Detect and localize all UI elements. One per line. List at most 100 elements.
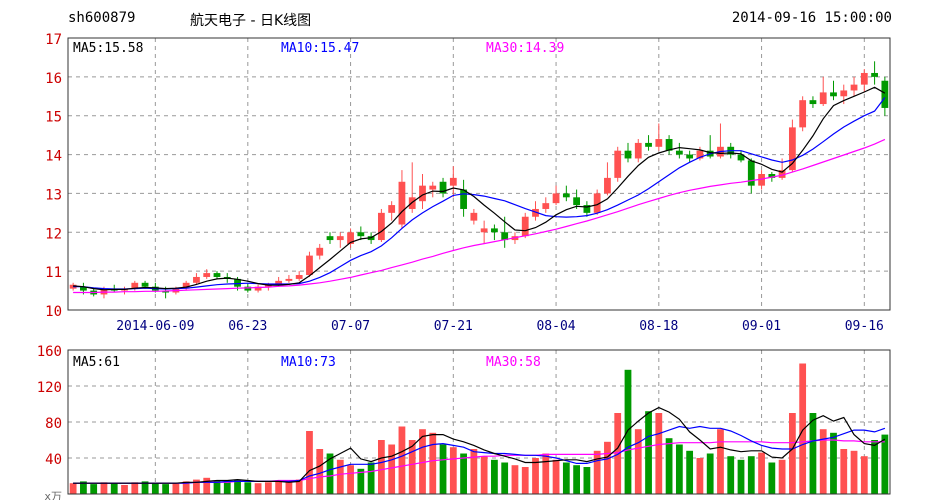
candle-body: [552, 193, 560, 204]
candle-body: [295, 275, 303, 279]
candle-body: [491, 228, 498, 233]
volume-bar: [110, 483, 118, 494]
candle-body: [778, 170, 786, 178]
volume-legend-entry: MA30:58: [486, 355, 541, 370]
volume-bar: [552, 459, 560, 494]
volume-bar: [336, 459, 344, 494]
volume-bar: [788, 413, 796, 494]
volume-bar: [254, 483, 262, 494]
candle-body: [758, 174, 765, 186]
volume-bar: [470, 449, 478, 494]
volume-bar: [727, 456, 735, 494]
candle-body: [131, 282, 139, 289]
volume-bar: [614, 413, 622, 494]
price-tick-label: 12: [45, 226, 62, 242]
candle-body: [881, 80, 889, 108]
candle-body: [254, 286, 262, 291]
date-tick-label: 07-21: [434, 319, 473, 334]
volume-bar: [665, 438, 673, 494]
candle-body: [275, 280, 283, 285]
candle-body: [398, 181, 406, 225]
volume-bar: [480, 456, 488, 494]
candle-body: [850, 84, 858, 91]
axis-labels: 10 11 12 13 14 15 16 17 2014-06-09 06-23 07-07 07-2…: [37, 32, 884, 500]
candle-body: [347, 232, 354, 244]
volume-bar: [151, 483, 159, 494]
candlesticks: [69, 61, 889, 299]
volume-bar: [90, 484, 98, 494]
volume-frame: [67, 349, 891, 495]
volume-bar: [521, 467, 529, 494]
candle-body: [871, 72, 878, 77]
price-tick-label: 10: [45, 304, 62, 320]
volume-bar: [747, 456, 755, 494]
candle-body: [213, 273, 221, 277]
volume-grid: [68, 350, 890, 494]
volume-bar: [408, 440, 416, 494]
volume-bar: [357, 468, 365, 494]
volume-bar: [80, 481, 87, 494]
price-tick-label: 17: [45, 32, 62, 48]
ma30-line: [73, 138, 886, 294]
volume-bar: [69, 483, 77, 494]
volume-bar: [306, 431, 313, 494]
date-tick-label: 08-18: [639, 319, 678, 334]
volume-bar: [655, 413, 663, 494]
candle-body: [830, 92, 837, 97]
volume-bar: [419, 429, 426, 494]
volume-bar: [593, 450, 601, 494]
candle-body: [542, 203, 550, 209]
candle-body: [336, 236, 344, 241]
volume-bar: [881, 434, 889, 494]
volume-bar: [542, 453, 550, 494]
volume-bar: [768, 462, 776, 494]
volume-bar: [696, 458, 704, 494]
candle-body: [665, 139, 673, 151]
volume-bar: [778, 459, 786, 494]
date-tick-label: 06-23: [228, 319, 267, 334]
price-tick-label: 11: [45, 265, 62, 281]
candle-body: [788, 127, 796, 171]
candle-body: [480, 228, 488, 233]
volume-bar: [840, 449, 848, 494]
volume-bar: [511, 465, 519, 494]
volume-bar: [460, 453, 467, 494]
price-legend-entry: MA10:15.47: [281, 41, 359, 56]
candle-body: [388, 205, 396, 213]
date-tick-label: 08-04: [536, 319, 575, 334]
candle-body: [306, 255, 313, 276]
volume-bar: [562, 462, 570, 494]
volume-tick-label: 80: [45, 416, 62, 432]
price-legend-entry: MA30:14.39: [486, 41, 564, 56]
candle-body: [521, 216, 529, 237]
ma10-line: [73, 97, 886, 290]
volume-tick-label: 120: [37, 380, 62, 396]
candle-body: [501, 232, 509, 241]
price-ma-lines: [73, 86, 886, 294]
volume-unit-label: x万: [44, 490, 62, 500]
volume-bar: [131, 482, 139, 494]
volume-bar: [624, 369, 632, 494]
candle-body: [604, 177, 611, 194]
volume-bar: [758, 452, 765, 494]
volume-bar: [326, 453, 334, 494]
volume-bar: [244, 482, 252, 494]
candle-body: [768, 174, 776, 178]
candle-body: [244, 286, 252, 291]
candle-body: [357, 232, 365, 237]
candle-body: [419, 185, 426, 202]
candle-body: [203, 273, 211, 277]
volume-bar: [295, 479, 303, 494]
date-tick-label: 07-07: [331, 319, 370, 334]
candle-body: [747, 160, 755, 186]
candle-body: [429, 185, 437, 190]
volume-bar: [213, 480, 221, 494]
date-tick-label: 09-16: [845, 319, 884, 334]
volume-bar: [686, 450, 694, 494]
candle-body: [532, 208, 539, 217]
volume-bar: [223, 481, 231, 494]
axes: [67, 37, 891, 495]
volume-bar: [717, 429, 724, 494]
